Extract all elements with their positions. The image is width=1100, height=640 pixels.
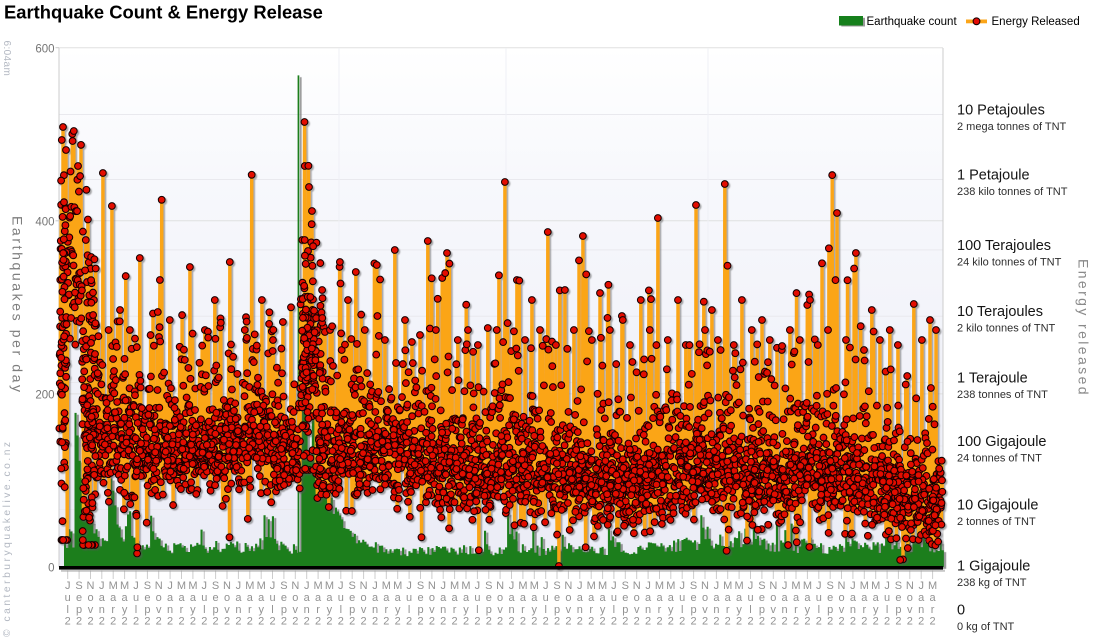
svg-text:1 Gigajoule: 1 Gigajoule	[957, 559, 1030, 575]
svg-text:0: 0	[48, 563, 54, 575]
svg-text:0: 0	[957, 603, 965, 619]
svg-text:© canterburyquakelive.co.nz: © canterburyquakelive.co.nz	[2, 439, 13, 637]
svg-text:24 kilo tonnes of TNT: 24 kilo tonnes of TNT	[957, 256, 1062, 268]
svg-text:Earthquakes per day: Earthquakes per day	[9, 216, 25, 395]
svg-text:238 kg of TNT: 238 kg of TNT	[957, 577, 1027, 589]
svg-text:1 Petajoule: 1 Petajoule	[957, 168, 1030, 184]
svg-text:Earthquake count: Earthquake count	[867, 16, 958, 28]
svg-text:100 Terajoules: 100 Terajoules	[957, 238, 1051, 254]
svg-text:238 tonnes of TNT: 238 tonnes of TNT	[957, 389, 1048, 401]
svg-text:10 Terajoules: 10 Terajoules	[957, 304, 1043, 320]
svg-text:2 mega tonnes of TNT: 2 mega tonnes of TNT	[957, 121, 1067, 133]
svg-text:Earthquake Count & Energy Rele: Earthquake Count & Energy Release	[4, 2, 323, 23]
svg-text:400: 400	[35, 217, 54, 229]
svg-text:238 kilo tonnes of TNT: 238 kilo tonnes of TNT	[957, 186, 1068, 198]
svg-text:0 kg of TNT: 0 kg of TNT	[957, 621, 1015, 633]
svg-text:Energy Released: Energy Released	[992, 16, 1080, 28]
svg-text:1 Terajoule: 1 Terajoule	[957, 371, 1028, 387]
svg-text:100 Gigajoule: 100 Gigajoule	[957, 434, 1047, 450]
svg-text:24 tonnes of TNT: 24 tonnes of TNT	[957, 453, 1042, 465]
svg-text:10 Gigajoule: 10 Gigajoule	[957, 498, 1038, 514]
svg-text:Energy released: Energy released	[1076, 259, 1092, 397]
svg-text:6:04am: 6:04am	[1, 41, 12, 77]
svg-text:600: 600	[35, 43, 54, 55]
svg-text:200: 200	[35, 390, 54, 402]
svg-text:10 Petajoules: 10 Petajoules	[957, 103, 1045, 119]
svg-text:2 kilo tonnes of TNT: 2 kilo tonnes of TNT	[957, 323, 1056, 335]
svg-text:2 tonnes of TNT: 2 tonnes of TNT	[957, 516, 1036, 528]
